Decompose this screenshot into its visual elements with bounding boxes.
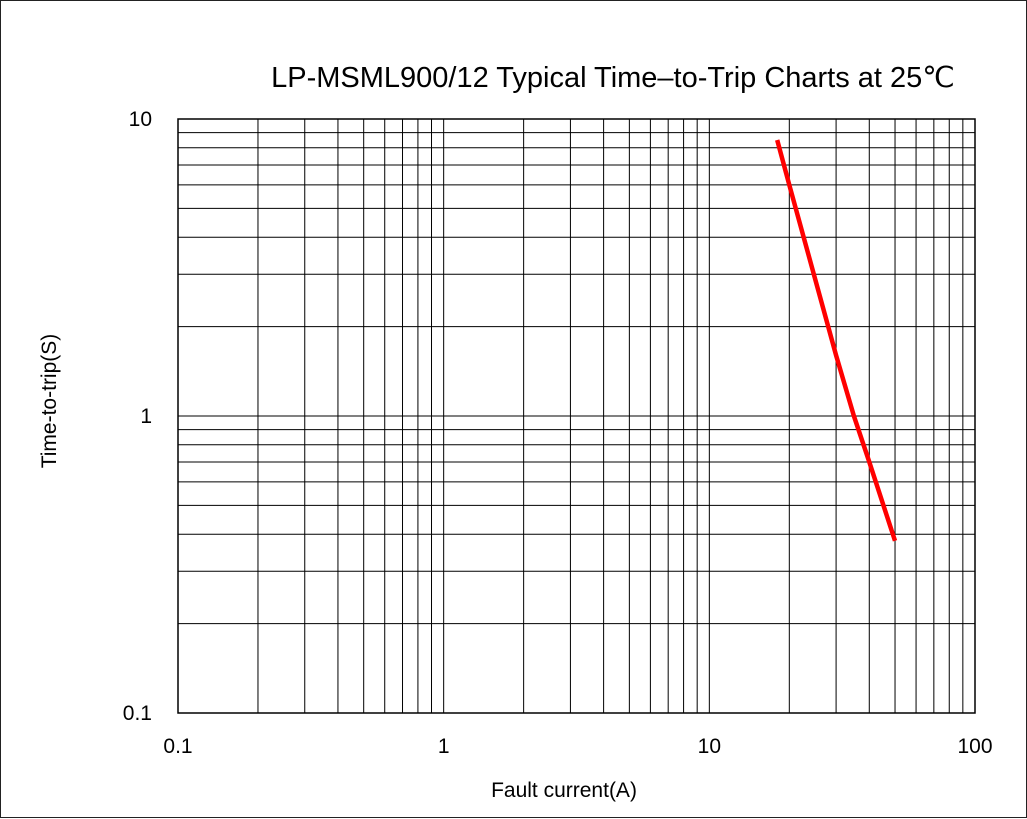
y-tick-label: 0.1 bbox=[123, 702, 152, 725]
x-tick-label: 10 bbox=[698, 735, 721, 758]
x-tick-label: 1 bbox=[438, 735, 450, 758]
x-tick-labels: 0.1 1 10 100 bbox=[163, 735, 992, 758]
x-axis-label: Fault current(A) bbox=[491, 779, 637, 802]
y-tick-labels: 0.1 1 10 bbox=[123, 108, 152, 725]
series-line bbox=[775, 139, 898, 542]
x-tick-label: 0.1 bbox=[163, 735, 192, 758]
series-layer bbox=[775, 139, 898, 542]
y-tick-label: 1 bbox=[140, 405, 152, 428]
grid-lines bbox=[178, 119, 975, 713]
y-tick-label: 10 bbox=[129, 108, 152, 131]
y-axis-label: Time-to-trip(S) bbox=[38, 334, 61, 469]
chart-title: LP-MSML900/12 Typical Time–to-Trip Chart… bbox=[271, 62, 955, 94]
plot-border bbox=[177, 118, 976, 714]
x-tick-label: 100 bbox=[957, 735, 992, 758]
